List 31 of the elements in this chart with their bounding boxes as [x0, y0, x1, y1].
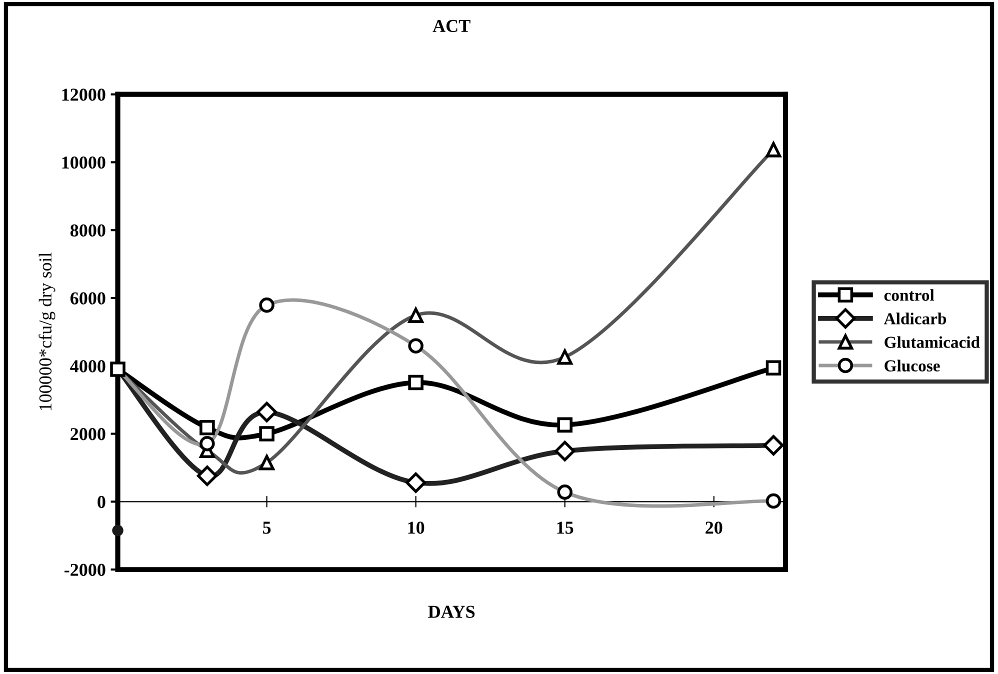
point: [112, 524, 124, 536]
y-axis-title: 100000*cfu/g dry soil: [38, 252, 56, 410]
x-tick-label: 5: [263, 522, 271, 534]
legend-label: Glucose: [884, 360, 940, 372]
point: [763, 435, 784, 456]
point: [766, 360, 782, 376]
y-tick-label: 6000: [70, 292, 106, 304]
x-tick-label: 10: [408, 522, 424, 534]
y-tick-label: 2000: [70, 428, 106, 440]
y-tick-label: -2000: [64, 564, 106, 576]
point: [259, 426, 274, 442]
point: [406, 472, 426, 493]
legend-label: control: [884, 289, 934, 301]
point: [110, 362, 126, 377]
y-tick-label: 4000: [70, 360, 106, 372]
point: [554, 440, 576, 462]
point: [200, 420, 215, 436]
y-tick-label: 8000: [70, 224, 106, 237]
y-tick-label: 12000: [62, 88, 106, 101]
x-tick-label: 15: [557, 522, 574, 534]
point: [408, 374, 424, 390]
legend-label: Aldicarb: [884, 312, 946, 324]
point: [256, 402, 278, 422]
legend-label: Glutamicacid: [884, 336, 980, 348]
y-tick-label: 0: [98, 496, 106, 508]
point: [196, 466, 218, 486]
y-tick-label: 10000: [62, 156, 106, 169]
chart-title: ACT: [432, 20, 470, 32]
point: [557, 417, 572, 433]
x-axis-title: DAYS: [428, 606, 475, 618]
x-tick-label: 20: [706, 522, 722, 534]
